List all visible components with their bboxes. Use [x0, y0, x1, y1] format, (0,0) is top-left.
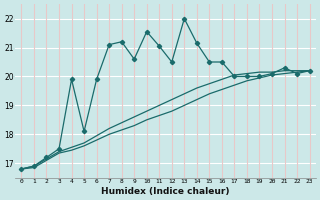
X-axis label: Humidex (Indice chaleur): Humidex (Indice chaleur)	[101, 187, 230, 196]
